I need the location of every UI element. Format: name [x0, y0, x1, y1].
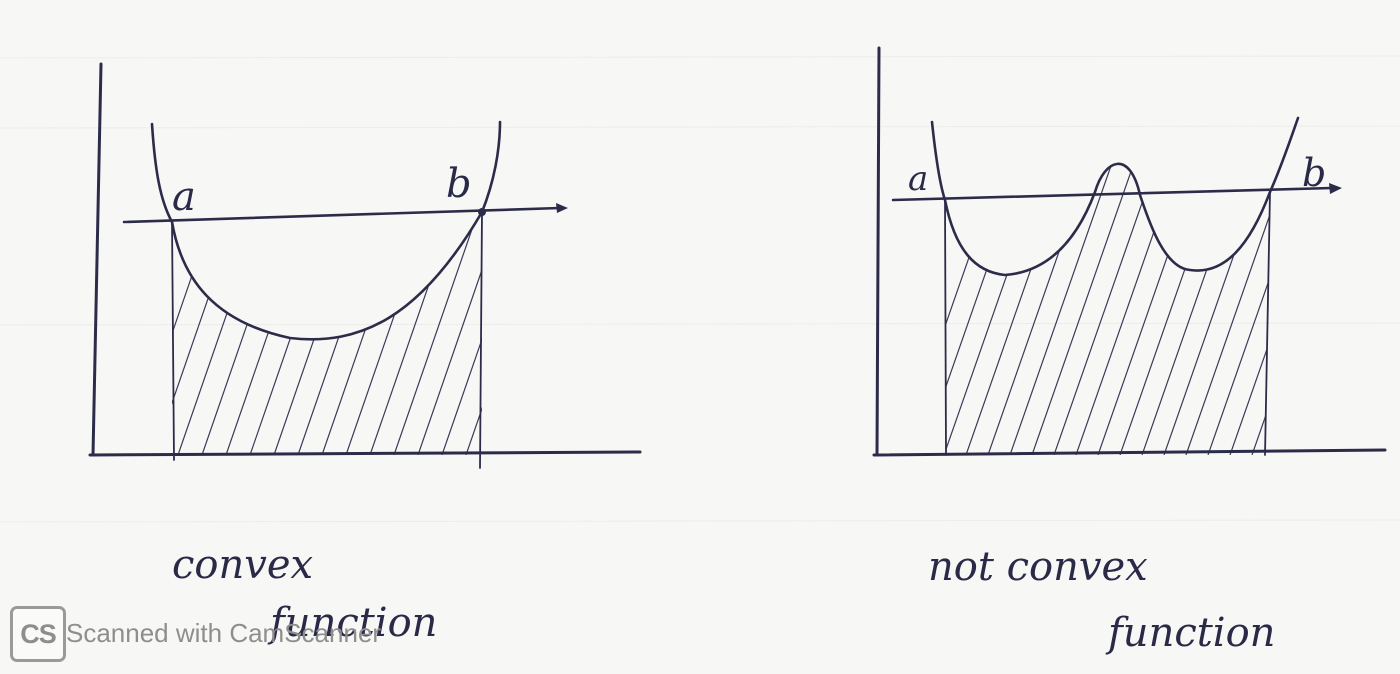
convex-x-axis [88, 450, 642, 457]
convex-caption-line2: function [267, 600, 437, 646]
hatch-line [987, 163, 1099, 455]
hatch-line [225, 212, 322, 455]
not-convex-arrow-head [1329, 183, 1342, 194]
hatch-line [465, 212, 482, 455]
hatch-line [1097, 163, 1209, 455]
convex-curve [150, 120, 502, 341]
hatch-line [177, 212, 274, 455]
convex-point-a-label: a [172, 174, 196, 220]
not-convex-point-a-label: a [908, 159, 928, 199]
hatch-line [1141, 163, 1253, 455]
hatch-line [1075, 163, 1187, 455]
hatch-line [369, 212, 466, 455]
hatch-line [945, 163, 1055, 455]
not-convex-point-b-label: b [1302, 151, 1326, 195]
hatch-line [201, 212, 298, 455]
hatch-line [945, 163, 1033, 455]
convex-caption-line1: convex [172, 542, 313, 588]
hatch-line [1119, 163, 1231, 455]
not-convex-curve [930, 116, 1300, 277]
convex-y-axis [91, 62, 103, 457]
convex-panel: a b convex function [88, 62, 642, 646]
not-convex-shaded-area [945, 163, 1270, 455]
hatch-line [1185, 163, 1270, 455]
paper-rules [0, 55, 1400, 523]
convex-horizontal-line [122, 206, 562, 224]
not-convex-caption-line2: function [1105, 610, 1275, 656]
hatch-line [297, 212, 394, 455]
hatch-line [345, 212, 442, 455]
hatch-line [273, 212, 370, 455]
camscanner-logo: CS [10, 606, 66, 662]
convex-intersection-dot [478, 208, 486, 216]
hatch-line [249, 212, 346, 455]
not-convex-horizontal-line [891, 186, 1334, 202]
hatch-line [1163, 163, 1270, 455]
hatch-line [1031, 163, 1143, 455]
hatch-line [417, 212, 482, 455]
not-convex-y-axis [875, 46, 881, 457]
hatch-line [1009, 163, 1121, 455]
hatch-line [1053, 163, 1165, 455]
not-convex-x-axis [872, 448, 1387, 457]
hatch-line [1229, 163, 1270, 455]
camscanner-watermark-text: Scanned with CamScanner [66, 618, 382, 648]
convex-point-b-label: b [446, 161, 472, 207]
hatch-line [965, 163, 1077, 455]
hatch-line [321, 212, 418, 455]
not-convex-left-bound [944, 199, 947, 456]
hatch-line [393, 212, 482, 455]
hatch-line [1207, 163, 1270, 455]
not-convex-right-bound [1264, 191, 1271, 456]
not-convex-caption-line1: not convex [928, 544, 1148, 590]
convex-left-bound [171, 221, 175, 461]
hatch-line [441, 212, 482, 455]
convex-shaded-area [172, 212, 482, 455]
convex-right-bound [479, 211, 483, 469]
convex-arrow-head [556, 203, 568, 213]
not-convex-panel: a b not convex function [872, 46, 1387, 656]
